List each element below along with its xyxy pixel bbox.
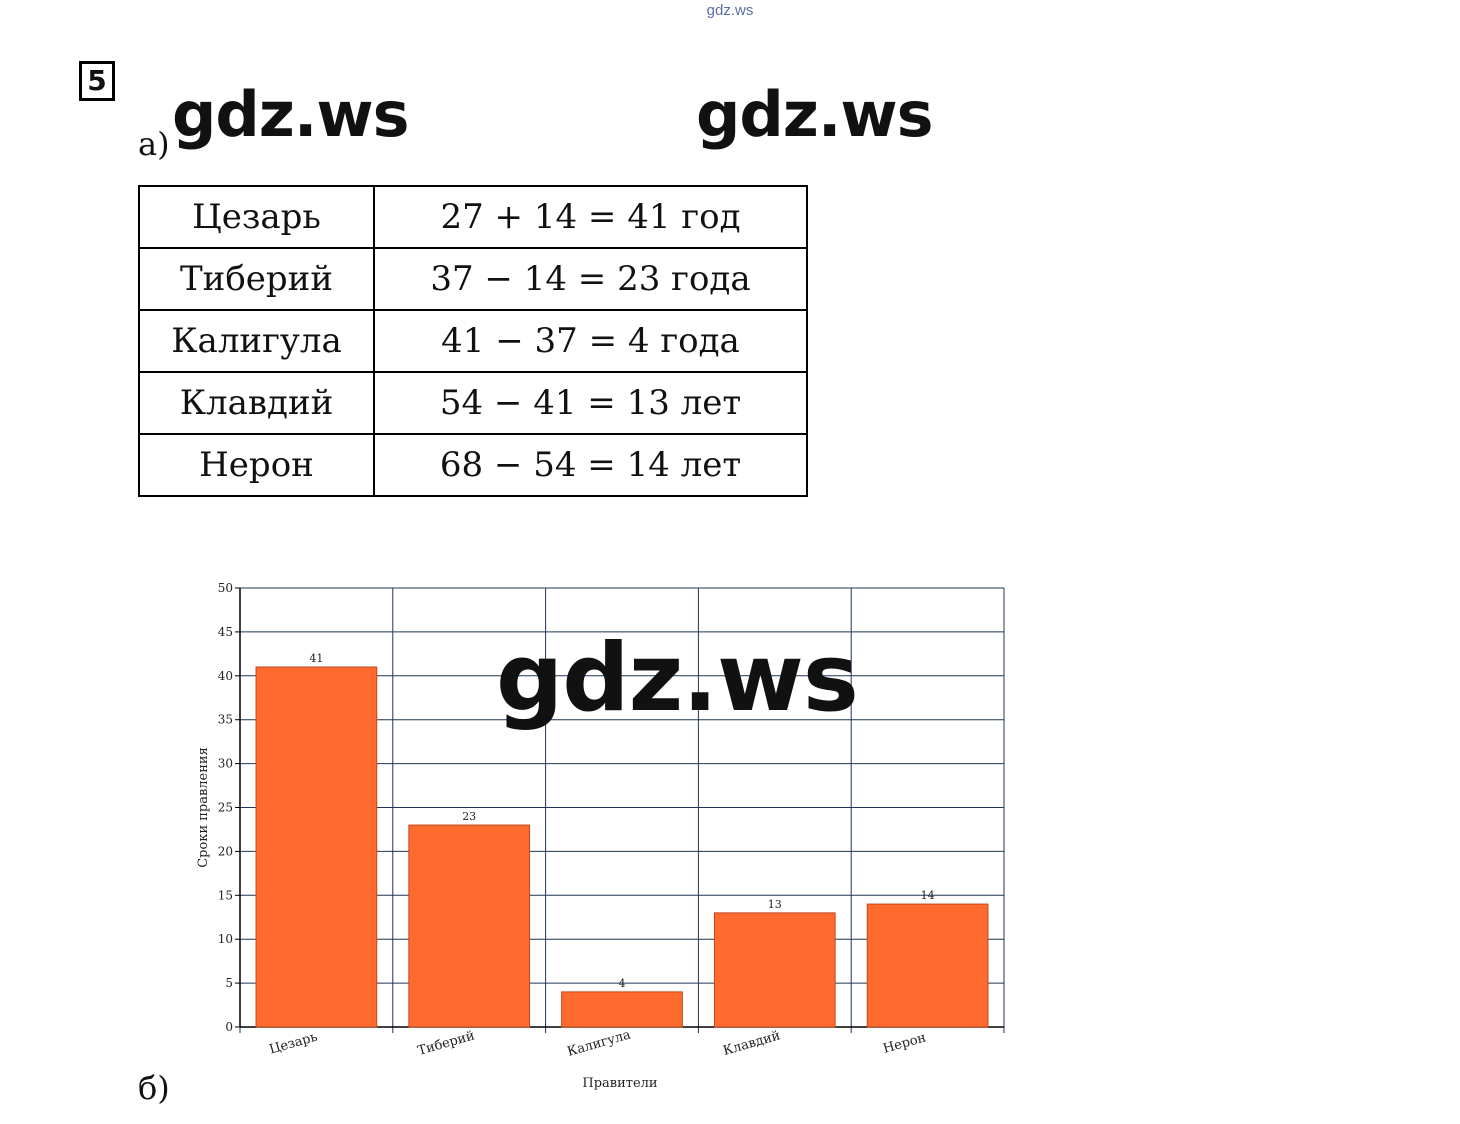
- reign-table: Цезарь 27 + 14 = 41 год Тиберий 37 − 14 …: [138, 185, 808, 497]
- table-row: Тиберий 37 − 14 = 23 года: [138, 247, 808, 311]
- bar-value-label: 13: [768, 898, 782, 911]
- y-tick-label: 45: [218, 625, 233, 639]
- bar-value-label: 4: [619, 977, 626, 990]
- bar: [408, 824, 531, 1028]
- x-tick-label: Цезарь: [268, 1030, 320, 1058]
- table-row: Нерон 68 − 54 = 14 лет: [138, 433, 808, 497]
- bar-value-label: 41: [309, 652, 323, 665]
- table-row: Цезарь 27 + 14 = 41 год: [138, 185, 808, 249]
- bar: [713, 912, 836, 1028]
- reign-calc: 41 − 37 = 4 года: [373, 309, 808, 373]
- bar: [255, 666, 378, 1028]
- y-tick-label: 30: [218, 757, 233, 771]
- part-a-label: а): [138, 125, 170, 163]
- y-tick-label: 50: [218, 581, 233, 595]
- y-tick-label: 35: [218, 713, 233, 727]
- y-tick-label: 10: [218, 932, 233, 946]
- watermark-1: gdz.ws: [172, 78, 410, 151]
- y-tick-label: 25: [218, 801, 233, 815]
- x-tick-label: Тиберий: [416, 1028, 476, 1059]
- y-tick-label: 40: [218, 669, 233, 683]
- watermark-3: gdz.ws: [496, 624, 859, 733]
- x-tick-label: Нерон: [881, 1030, 927, 1057]
- ruler-name: Цезарь: [138, 185, 375, 249]
- y-tick-label: 0: [225, 1020, 233, 1034]
- y-tick-label: 15: [218, 888, 233, 902]
- table-row: Калигула 41 − 37 = 4 года: [138, 309, 808, 373]
- bar-value-label: 23: [462, 810, 476, 823]
- reign-calc: 54 − 41 = 13 лет: [373, 371, 808, 435]
- x-tick-label: Клавдий: [722, 1028, 783, 1059]
- bar: [561, 991, 683, 1028]
- y-tick-label: 20: [218, 844, 233, 858]
- ruler-name: Калигула: [138, 309, 375, 373]
- watermark-2: gdz.ws: [696, 78, 934, 151]
- ruler-name: Нерон: [138, 433, 375, 497]
- part-b-label: б): [138, 1069, 170, 1107]
- x-axis-label: Правители: [582, 1076, 657, 1091]
- x-tick-label: Калигула: [566, 1027, 633, 1059]
- reign-calc: 68 − 54 = 14 лет: [373, 433, 808, 497]
- ruler-name: Тиберий: [138, 247, 375, 311]
- ruler-name: Клавдий: [138, 371, 375, 435]
- bar-value-label: 14: [921, 889, 935, 902]
- reign-calc: 27 + 14 = 41 год: [373, 185, 808, 249]
- table-row: Клавдий 54 − 41 = 13 лет: [138, 371, 808, 435]
- task-number-badge: 5: [79, 61, 115, 101]
- reign-calc: 37 − 14 = 23 года: [373, 247, 808, 311]
- y-axis-label: Сроки правления: [196, 747, 211, 868]
- bar: [866, 903, 989, 1028]
- watermark-top: gdz.ws: [706, 2, 754, 19]
- y-tick-label: 5: [225, 976, 233, 990]
